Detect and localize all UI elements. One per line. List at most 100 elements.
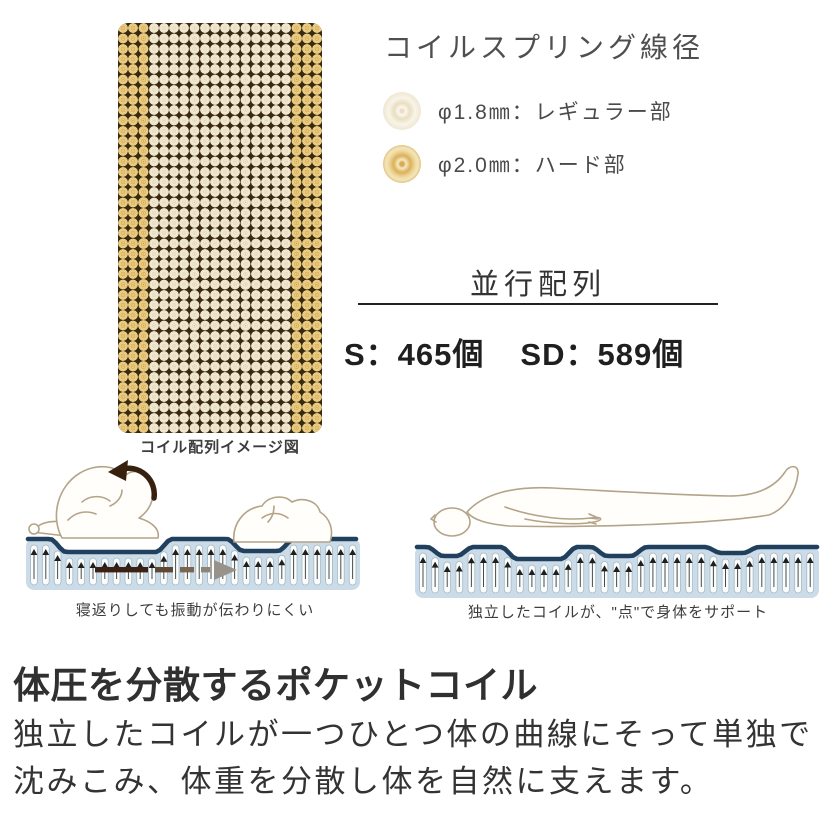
hard-coil-dot (291, 258, 302, 269)
regular-coil-dot (209, 43, 220, 54)
regular-coil-dot (219, 289, 231, 300)
regular-coil-dot (260, 330, 271, 341)
hard-coil-dot (138, 279, 149, 290)
regular-coil-dot (209, 422, 220, 433)
regular-coil-dot (168, 197, 180, 208)
regular-coil-dot (189, 351, 200, 362)
regular-coil-dot (240, 135, 251, 146)
regular-coil-dot (199, 340, 210, 351)
regular-coil-dot (230, 207, 241, 218)
regular-coil-dot (230, 289, 241, 300)
regular-coil-dot (179, 289, 190, 300)
regular-coil-dot (179, 197, 190, 208)
hard-coil-dot (128, 105, 139, 116)
regular-coil-dot (199, 74, 210, 85)
regular-coil-dot (240, 351, 251, 362)
hard-coil-dot (128, 115, 139, 126)
hard-coil-dot (291, 402, 302, 413)
regular-coil-dot (189, 146, 200, 157)
hard-coil-dot (291, 23, 302, 34)
regular-coil-dot (209, 176, 220, 187)
regular-coil-dot (158, 115, 169, 126)
regular-coil-dot (281, 176, 292, 187)
regular-coil-dot (281, 238, 292, 249)
regular-coil-dot (199, 217, 210, 228)
regular-coil-dot (240, 125, 251, 136)
regular-coil-dot (219, 228, 231, 239)
regular-coil-dot (148, 217, 159, 228)
hard-coil-dot (118, 320, 129, 331)
hard-coil-dot (128, 238, 139, 249)
hard-coil-dot (138, 320, 149, 331)
regular-coil-dot (179, 330, 190, 341)
regular-coil-dot (199, 422, 210, 433)
regular-coil-dot (250, 176, 261, 187)
hard-coil-dot (291, 422, 302, 433)
hard-coil-dot (291, 381, 302, 392)
regular-coil-dot (240, 197, 251, 208)
regular-coil-dot (270, 23, 282, 34)
hard-coil-dot (301, 84, 312, 95)
hard-coil-dot (291, 64, 302, 75)
regular-coil-dot (189, 238, 200, 249)
hard-coil-dot (138, 156, 149, 167)
regular-coil-dot (148, 176, 159, 187)
hard-coil-dot (138, 269, 149, 280)
regular-coil-dot (168, 228, 180, 239)
hard-coil-dot (128, 33, 139, 44)
regular-coil-dot (189, 320, 200, 331)
regular-coil-dot (281, 23, 292, 34)
regular-coil-dot (209, 402, 220, 413)
regular-coil-dot (281, 166, 292, 177)
vibration-arrow (95, 560, 237, 580)
regular-coil-dot (158, 351, 169, 362)
regular-coil-dot (260, 279, 271, 290)
hard-coil-dot (128, 351, 139, 362)
regular-coil-dot (209, 197, 220, 208)
regular-coil-dot (209, 279, 220, 290)
regular-coil-dot (209, 135, 220, 146)
regular-coil-dot (230, 361, 241, 372)
regular-coil-dot (148, 33, 159, 44)
regular-coil-dot (240, 422, 251, 433)
regular-coil-dot (230, 248, 241, 259)
hard-coil-dot (291, 33, 302, 44)
regular-coil-dot (250, 392, 261, 403)
regular-coil-dot (281, 64, 292, 75)
regular-coil-dot (158, 381, 169, 392)
regular-coil-dot (250, 64, 261, 75)
hard-coil-dot (118, 84, 129, 95)
regular-coil-dot (179, 156, 190, 167)
hard-coil-dot (311, 412, 322, 423)
regular-coil-dot (230, 412, 241, 423)
regular-coil-dot (199, 207, 210, 218)
regular-coil-dot (189, 53, 200, 64)
regular-coil-dot (219, 176, 231, 187)
regular-coil-dot (168, 402, 180, 413)
count-single: S：465個 (344, 337, 485, 372)
hard-coil-dot (311, 238, 322, 249)
regular-coil-dot (250, 340, 261, 351)
regular-coil-dot (158, 392, 169, 403)
mattress-coils (413, 516, 821, 598)
regular-coil-dot (189, 381, 200, 392)
hard-coil-dot (118, 422, 129, 433)
regular-coil-dot (209, 258, 220, 269)
regular-coil-dot (250, 310, 261, 321)
regular-coil-dot (250, 381, 261, 392)
regular-coil-dot (270, 33, 282, 44)
hard-coil-dot (118, 43, 129, 54)
hard-coil-dot (311, 228, 322, 239)
regular-coil-dot (230, 166, 241, 177)
hard-coil-dot (291, 238, 302, 249)
regular-coil-dot (270, 258, 282, 269)
hard-coil-dot (311, 340, 322, 351)
hard-coil-dot (311, 125, 322, 136)
regular-coil-dot (189, 248, 200, 259)
hard-coil-dot (118, 289, 129, 300)
legend-item-hard: φ2.0㎜：ハード部 (383, 145, 627, 183)
regular-coil-dot (148, 94, 159, 105)
hard-coil-dot (138, 361, 149, 372)
hard-coil-dot (138, 330, 149, 341)
hard-coil-dot (311, 166, 322, 177)
